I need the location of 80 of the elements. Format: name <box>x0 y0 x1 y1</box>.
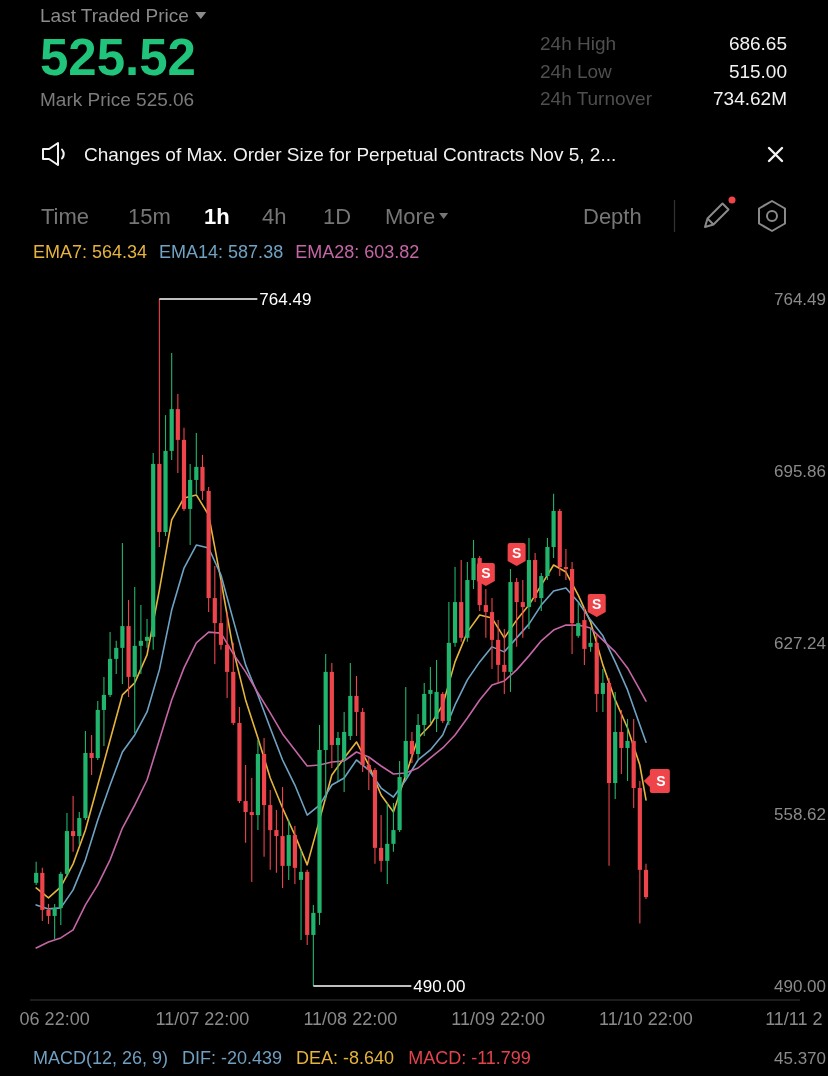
candlestick <box>194 432 199 496</box>
text: 1D <box>323 204 352 229</box>
candlestick <box>101 676 107 747</box>
candlestick <box>391 802 396 853</box>
candlestick <box>120 542 125 685</box>
candlestick <box>46 903 51 925</box>
annotation: 490.00 <box>413 977 466 996</box>
annotation: S <box>656 773 666 790</box>
annotation: S <box>481 564 491 581</box>
x-tick-label: 06 22:00 <box>19 1009 90 1029</box>
candlestick <box>385 802 390 885</box>
text: 45.370 <box>774 1049 826 1068</box>
text: 4h <box>262 204 287 229</box>
candlestick <box>274 809 279 874</box>
y-tick-label: 627.24 <box>774 633 826 653</box>
text: 734.62M <box>713 88 787 109</box>
x-tick-label: 11/11 2 <box>765 1009 823 1029</box>
text: DEA: -8.640 <box>296 1048 395 1068</box>
candlestick <box>77 811 82 846</box>
text: Mark Price 525.06 <box>40 89 195 110</box>
y-tick-label: 764.49 <box>774 290 826 309</box>
candlestick <box>138 604 143 675</box>
candlestick <box>218 579 224 651</box>
text: 24h Low <box>540 61 613 82</box>
candlestick <box>502 628 507 695</box>
text: 1h <box>204 204 230 229</box>
text: EMA14: 587.38 <box>159 242 284 262</box>
annotation: 764.49 <box>259 290 312 309</box>
text: 24h Turnover <box>540 88 653 109</box>
candlestick <box>619 709 624 775</box>
candlestick <box>471 539 476 590</box>
x-tick-label: 11/08 22:00 <box>303 1009 398 1029</box>
candlestick <box>588 628 593 653</box>
annotation: S <box>592 595 602 612</box>
y-tick-label: 695.86 <box>774 461 826 481</box>
text: 686.65 <box>728 33 787 54</box>
text: 525.52 <box>40 29 196 86</box>
x-tick-label: 11/10 22:00 <box>599 1009 693 1029</box>
text: DIF: -20.439 <box>182 1048 283 1068</box>
text: Changes of Max. Order Size for Perpetual Contracts Nov 5, 2... <box>84 144 617 165</box>
candlestick <box>298 849 304 941</box>
candlestick <box>366 757 371 791</box>
candlestick <box>576 602 581 639</box>
candlestick <box>89 734 94 776</box>
text: 515.00 <box>728 61 787 82</box>
candlestick <box>311 904 316 987</box>
candlestick <box>243 764 248 844</box>
x-tick-label: 11/07 22:00 <box>155 1009 250 1029</box>
text: Last Traded Price <box>40 5 189 26</box>
candlestick <box>514 577 519 648</box>
candlestick <box>520 579 525 639</box>
text: MACD: -11.799 <box>408 1048 531 1068</box>
text: EMA7: 564.34 <box>33 242 148 262</box>
y-tick-label: 558.62 <box>774 805 826 825</box>
candlestick <box>52 903 57 940</box>
candlestick <box>114 640 119 675</box>
candlestick <box>335 731 341 782</box>
annotation: S <box>511 544 522 561</box>
candlestick <box>379 814 384 873</box>
text: 15m <box>128 204 171 229</box>
candlestick <box>354 675 359 737</box>
text: 24h High <box>540 33 617 54</box>
candlestick <box>409 731 415 764</box>
candlestick <box>600 668 605 713</box>
candlestick <box>144 618 150 649</box>
candlestick <box>34 861 39 886</box>
candlestick <box>483 588 488 639</box>
text: EMA28: 603.82 <box>295 242 420 262</box>
text: Time <box>41 204 90 229</box>
x-tick-label: 11/09 22:00 <box>451 1009 546 1029</box>
candlestick <box>428 666 433 724</box>
candlestick <box>625 718 630 782</box>
candlestick <box>563 548 569 581</box>
text: More <box>385 204 436 229</box>
candlestick <box>71 795 76 853</box>
text: Depth <box>583 204 642 229</box>
candlestick <box>249 777 254 883</box>
text: MACD(12, 26, 9) <box>33 1048 169 1068</box>
y-tick-label: 490.00 <box>774 977 826 996</box>
candlestick <box>539 572 544 612</box>
